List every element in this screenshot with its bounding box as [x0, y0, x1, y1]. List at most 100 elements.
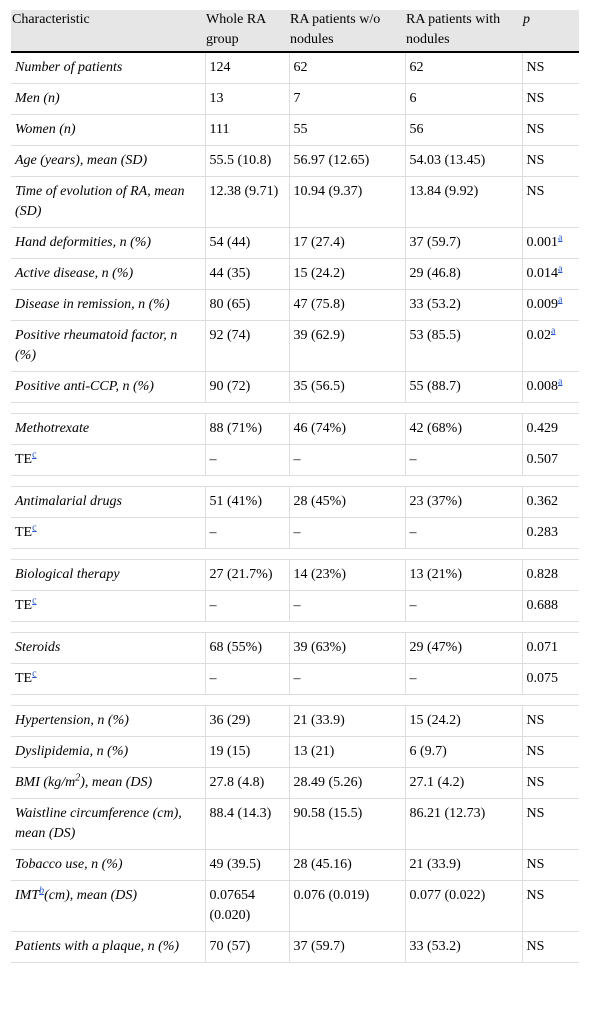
row-label: Steroids — [11, 632, 206, 664]
footnote-link[interactable]: c — [32, 595, 37, 607]
spacer-cell — [11, 402, 579, 414]
superscript: 2 — [75, 772, 81, 784]
cell-text: TE — [15, 452, 33, 467]
footnote-link[interactable]: a — [558, 294, 563, 306]
row-label: Antimalarial drugs — [11, 486, 206, 518]
row-label: TEc — [11, 590, 206, 622]
cell: 46 (74%) — [289, 413, 406, 445]
cell: 14 (23%) — [289, 559, 406, 591]
cell-text: TE — [15, 671, 33, 686]
table-row: Time of evolution of RA, mean (SD) 12.38 … — [11, 176, 579, 228]
cell: 86.21 (12.73) — [405, 798, 523, 850]
cell: NS — [522, 83, 579, 115]
cell-text: 0.009 — [526, 297, 559, 312]
cell: 54 (44) — [205, 227, 290, 259]
cell: 29 (46.8) — [405, 258, 523, 290]
cell: NS — [522, 705, 579, 737]
cell: 0.507 — [522, 444, 579, 476]
row-label: Men (n) — [11, 83, 206, 115]
spacer-cell — [11, 548, 579, 560]
footnote-link[interactable]: a — [558, 232, 563, 244]
row-label: Number of patients — [11, 52, 206, 84]
header-row: Characteristic Whole RA group RA patients … — [11, 10, 579, 53]
cell: NS — [522, 176, 579, 228]
table-row: Women (n) 111 55 56 NS — [11, 114, 579, 146]
cell: 10.94 (9.37) — [289, 176, 406, 228]
sub-row: TEc – – –0.283 — [11, 517, 579, 549]
cell: 88.4 (14.3) — [205, 798, 290, 850]
cell: 0.07654 (0.020) — [205, 880, 290, 932]
footnote-link[interactable]: c — [32, 668, 37, 680]
cell: NS — [522, 52, 579, 84]
row-label: Tobacco use, n (%) — [11, 849, 206, 881]
row-label: Disease in remission, n (%) — [11, 289, 206, 321]
cell: 13.84 (9.92) — [405, 176, 523, 228]
cell: 0.828 — [522, 559, 579, 591]
cell: 23 (37%) — [405, 486, 523, 518]
cell-text: IMT — [15, 888, 40, 903]
row-label: Hand deformities, n (%) — [11, 227, 206, 259]
cell: 15 (24.2) — [289, 258, 406, 290]
cell: 33 (53.2) — [405, 289, 523, 321]
cell: 39 (63%) — [289, 632, 406, 664]
cell: – — [405, 444, 523, 476]
cell: 70 (57) — [205, 931, 290, 963]
table-row: Hypertension, n (%) 36 (29) 21 (33.9) 15 (2… — [11, 705, 579, 737]
footnote-link[interactable]: c — [32, 522, 37, 534]
cell: 21 (33.9) — [289, 705, 406, 737]
row-label: TEc — [11, 517, 206, 549]
cell: 0.014a — [522, 258, 579, 290]
table-row: Dyslipidemia, n (%) 19 (15) 13 (21) 6 (9.7)… — [11, 736, 579, 768]
sub-row: TEc – – –0.507 — [11, 444, 579, 476]
column-header: RA patients with nodules — [405, 10, 522, 53]
cell-text: 0.001 — [526, 235, 559, 250]
table-row: Number of patients 124 62 62 NS — [11, 52, 579, 84]
cell: 0.429 — [522, 413, 579, 445]
cell: 56 — [405, 114, 523, 146]
cell: 56.97 (12.65) — [289, 145, 406, 177]
cell: NS — [522, 114, 579, 146]
row-label: TEc — [11, 444, 206, 476]
table-row: Positive anti-CCP, n (%) 90 (72) 35 (56.5)… — [11, 371, 579, 403]
cell: 33 (53.2) — [405, 931, 523, 963]
cell: 36 (29) — [205, 705, 290, 737]
footnote-link[interactable]: a — [558, 263, 563, 275]
cell: – — [289, 444, 406, 476]
footnote-link[interactable]: b — [39, 885, 45, 897]
table-body: Number of patients 124 62 62 NS Men (n) 13 7 6 NS… — [11, 52, 579, 963]
footnote-link[interactable]: c — [32, 449, 37, 461]
table-row: Tobacco use, n (%) 49 (39.5) 28 (45.16) 21 … — [11, 849, 579, 881]
cell: 53 (85.5) — [405, 320, 523, 372]
table-row: Methotrexate 88 (71%) 46 (74%) 42 (68%) 0.42… — [11, 413, 579, 445]
cell-text: (cm), mean (DS) — [44, 888, 138, 903]
data-table: Characteristic Whole RA group RA patients … — [11, 10, 579, 963]
table-row: BMI (kg/m2), mean (DS) 27.8 (4.8) 28.49 (5… — [11, 767, 579, 799]
column-header: Characteristic — [11, 10, 205, 53]
spacer-cell — [11, 475, 579, 487]
cell: 54.03 (13.45) — [405, 145, 523, 177]
row-label: Active disease, n (%) — [11, 258, 206, 290]
spacer-row — [11, 548, 579, 560]
cell: 39 (62.9) — [289, 320, 406, 372]
row-label: Positive anti-CCP, n (%) — [11, 371, 206, 403]
cell: 27.8 (4.8) — [205, 767, 290, 799]
table-row: Men (n) 13 7 6 NS — [11, 83, 579, 115]
cell: 90 (72) — [205, 371, 290, 403]
cell-text: TE — [15, 525, 33, 540]
table-row: Patients with a plaque, n (%) 70 (57) 37 (… — [11, 931, 579, 963]
footnote-link[interactable]: a — [551, 325, 556, 337]
table-row: Biological therapy 27 (21.7%) 14 (23%) 13 (… — [11, 559, 579, 591]
cell: 13 (21%) — [405, 559, 523, 591]
cell: NS — [522, 767, 579, 799]
table-row: Waistline circumference (cm), mean (DS) 8… — [11, 798, 579, 850]
table-row: Hand deformities, n (%) 54 (44) 17 (27.4) 3… — [11, 227, 579, 259]
cell: – — [289, 590, 406, 622]
cell: 92 (74) — [205, 320, 290, 372]
footnote-link[interactable]: a — [558, 376, 563, 388]
row-label: Patients with a plaque, n (%) — [11, 931, 206, 963]
cell-text: 0.014 — [526, 266, 559, 281]
table-row: Age (years), mean (SD) 55.5 (10.8) 56.97 (… — [11, 145, 579, 177]
cell: NS — [522, 798, 579, 850]
spacer-row — [11, 475, 579, 487]
